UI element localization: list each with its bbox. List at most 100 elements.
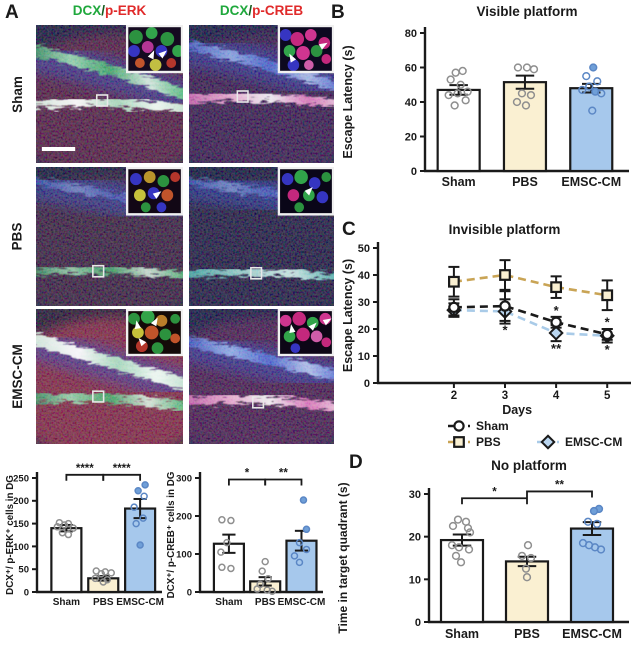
magnified-region-box [92,264,105,278]
y-axis-label: Escape Latency (s) [341,45,355,158]
bar-pbs [502,81,548,173]
chart-title: Visible platform [476,4,577,19]
micrograph-pbs-dcx-pcreb-svg [189,167,334,306]
micrograph-pbs-dcx-perk-svg [36,167,183,306]
y-tick-label: 30 [409,489,421,501]
data-point [258,567,266,575]
marker-square [550,281,563,294]
inset-border [125,309,183,357]
legend-label: PBS [476,435,501,449]
significance-label: **** [76,463,94,475]
chart-title: No platform [491,458,567,473]
y-tick-label: 40 [405,97,417,109]
y-tick-label: 20 [409,532,421,544]
magnified-region-box [250,266,263,280]
y-tick-label: 0 [187,587,192,598]
arrowhead-icon [318,42,328,50]
data-point [107,569,115,577]
data-point [529,65,539,74]
panel-d-label: D [349,452,363,473]
y-tick-label: 100 [176,549,192,560]
data-point [139,514,147,522]
data-point [261,557,269,566]
data-point [450,101,459,110]
data-point [458,66,467,76]
data-point [453,515,463,524]
panel-b-label: B [331,2,345,23]
significance-bracket [228,478,267,486]
micrograph-sham-dcx-perk [36,25,183,163]
marker-diamond [548,325,564,341]
marker-square [453,436,465,448]
y-axis-label: Time in target quadrant (s) [336,482,350,633]
category-label: Sham [53,597,80,608]
legend-label: Sham [476,419,509,433]
arrowhead-icon [150,317,158,327]
row-label-sham: Sham [9,75,25,113]
significance-label: ** [555,479,564,491]
bar-sham [436,88,481,173]
data-point [444,90,453,100]
arrowhead-icon [308,322,317,331]
y-tick-label: 10 [409,574,421,586]
x-axis-label: Days [502,403,532,417]
data-point [463,523,473,533]
data-point [517,551,527,561]
arrowhead-icon [289,324,296,334]
y-tick-label: 20 [405,131,417,143]
significance-label: **** [113,463,131,475]
inset-border [277,167,334,216]
chart-dcx-perk-counts: 0 50 100 150 200 250 DCX⁺/ p-ERK⁺ cells in DG S… [4,452,166,652]
chart-title: Invisible platform [449,222,561,237]
y-tick-label: 200 [13,496,29,507]
data-point [141,481,149,489]
data-point [463,87,472,96]
y-tick-label: 100 [13,542,29,553]
stain-label-pcreb: p-CREB [252,3,304,18]
category-label: Sham [442,175,476,189]
data-point [264,574,272,583]
category-label: Sham [445,627,479,641]
y-tick-label: 40 [358,270,370,282]
y-tick-label: 10 [358,351,370,363]
bar-emsc-cm [124,507,157,594]
panel-c-label: C [342,219,356,240]
data-point [526,90,536,100]
data-point [263,586,271,594]
micrograph-emsccm-dcx-perk-svg [36,309,183,444]
y-tick-label: 250 [13,473,29,484]
y-tick-label: 300 [176,473,192,484]
micrograph-emsccm-dcx-pcreb-svg [189,309,334,444]
micrograph-pbs-dcx-pcreb [189,167,334,306]
stain-separator: / [248,3,253,18]
y-tick-label: 50 [18,565,29,576]
bar-sham [50,527,83,594]
micrograph-pbs-dcx-perk [36,167,183,306]
x-tick-label: 5 [604,390,611,402]
data-point [451,68,460,77]
y-tick-label: 150 [13,519,29,530]
arrowhead-icon [147,50,155,60]
marker-circle [499,300,511,312]
significance-bracket [461,497,528,505]
arrowhead-icon [158,50,167,59]
data-point [64,530,73,539]
stain-label-dcx: DCX [72,3,102,18]
column-header-dcx-pcreb: DCX/p-CREB [189,3,334,18]
significance-label: * [245,468,250,480]
significance-label: * [554,303,560,318]
data-point [53,523,62,531]
stain-separator: / [101,3,106,18]
significance-label: * [502,322,508,337]
marker-square [601,289,614,302]
bar-pbs [504,560,550,624]
data-point [522,63,532,72]
data-point [451,551,461,561]
arrowhead-icon [322,318,332,326]
micrograph-emsccm-dcx-pcreb [189,309,334,444]
data-point [447,541,457,550]
category-label: PBS [512,175,538,189]
marker-circle [550,316,562,328]
y-tick-label: 50 [358,243,370,255]
